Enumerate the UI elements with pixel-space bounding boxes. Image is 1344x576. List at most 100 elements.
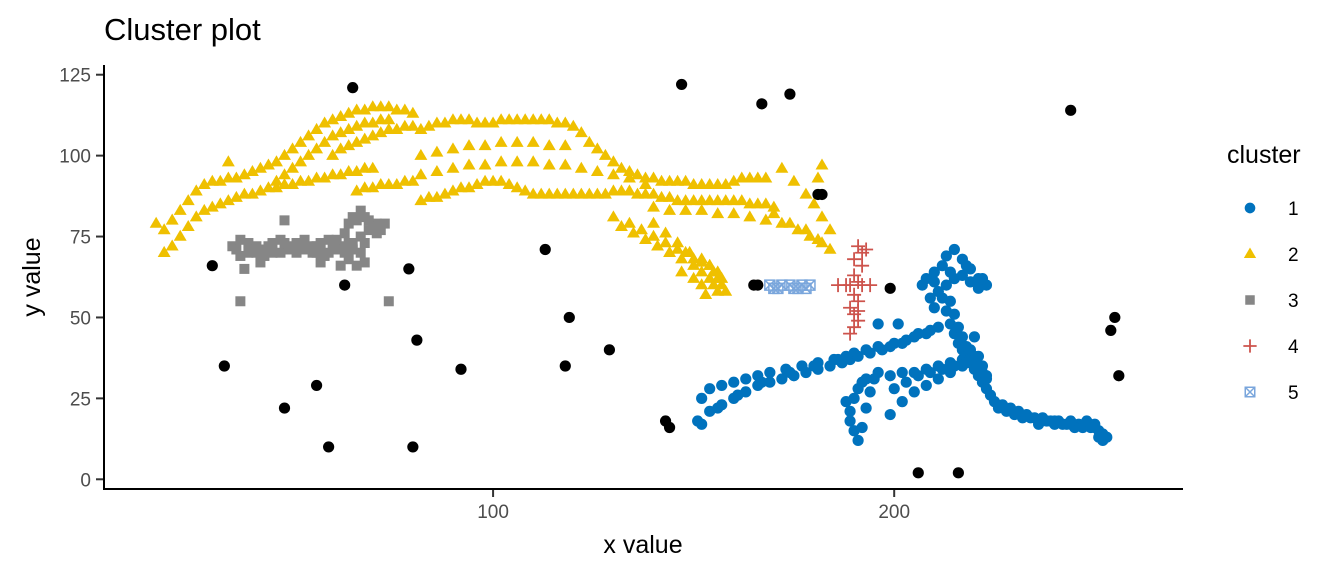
legend-label: 5	[1288, 383, 1299, 404]
cluster-2-point	[261, 158, 275, 170]
cluster-1-point	[908, 366, 920, 379]
legend-item-5: 5	[1244, 383, 1299, 404]
noise-point	[206, 260, 218, 272]
cluster-2-point	[221, 155, 235, 167]
cluster-2-point	[334, 168, 348, 180]
series-3	[227, 205, 394, 307]
noise-point	[407, 441, 419, 453]
cluster-1-point	[972, 350, 985, 362]
cluster-2-point	[647, 200, 660, 212]
legend-key-1	[1244, 202, 1256, 214]
cluster-1-point	[892, 318, 904, 330]
cluster-2-point	[623, 184, 636, 196]
cluster-2-point	[598, 187, 612, 199]
cluster-1-point	[884, 408, 896, 421]
cluster-2-point	[197, 177, 211, 189]
cluster-2-point	[687, 258, 701, 270]
cluster-1-point	[848, 392, 860, 404]
cluster-2-point	[270, 181, 283, 193]
cluster-2-point	[663, 190, 677, 202]
cluster-1-point	[964, 344, 977, 356]
cluster-1-point	[852, 350, 864, 362]
cluster-3-point	[279, 215, 290, 226]
cluster-3-point	[319, 250, 330, 261]
cluster-2-point	[366, 181, 380, 193]
cluster-1-point	[944, 295, 956, 307]
cluster-2-point	[326, 129, 340, 141]
cluster-1-point	[856, 421, 868, 434]
cluster-2-point	[711, 284, 725, 296]
cluster-2-point	[659, 236, 673, 248]
cluster-1-point	[920, 363, 932, 375]
legend-label: 2	[1288, 245, 1299, 266]
cluster-3-point	[355, 247, 366, 258]
cluster-2-point	[173, 203, 187, 215]
cluster-2-point	[205, 200, 219, 212]
cluster-2-point	[623, 165, 636, 177]
y-tick-label: 0	[80, 470, 91, 491]
cluster-1-point	[740, 373, 752, 385]
series-5	[764, 279, 816, 295]
cluster-2-point	[699, 288, 713, 300]
cluster-1-point	[888, 337, 900, 349]
cluster-3-point	[367, 221, 378, 232]
cluster-2-point	[675, 265, 689, 277]
legend-item-2: 2	[1243, 245, 1299, 266]
cluster-3-point	[235, 250, 246, 261]
cluster-2-point	[735, 194, 749, 206]
cluster-2-point	[518, 184, 532, 196]
cluster-2-point	[189, 184, 203, 196]
cluster-1-point	[924, 324, 936, 337]
cluster-1-point	[716, 379, 728, 392]
cluster-2-point	[542, 158, 556, 170]
cluster-2-point	[639, 232, 652, 244]
y-tick-label: 125	[59, 66, 91, 87]
cluster-3-point	[335, 260, 346, 271]
cluster-1-point	[1065, 415, 1077, 427]
cluster-1-point	[808, 360, 820, 372]
cluster-1-point	[896, 366, 908, 379]
cluster-2-point	[470, 177, 484, 189]
cluster-2-point	[675, 252, 689, 264]
cluster-2-point	[350, 165, 364, 177]
cluster-2-point	[783, 216, 797, 228]
cluster-1-point	[900, 376, 912, 388]
cluster-1-point	[916, 279, 928, 291]
cluster-1-point	[776, 373, 788, 385]
noise-point	[563, 311, 575, 324]
cluster-2-point	[486, 116, 500, 128]
cluster-2-point	[787, 174, 801, 186]
cluster-2-point	[647, 229, 660, 241]
cluster-4-point	[843, 326, 858, 341]
cluster-3-point	[339, 228, 350, 239]
noise-point	[559, 360, 571, 372]
cluster-2-point	[574, 126, 588, 138]
cluster-3-point	[355, 231, 366, 242]
cluster-2-point	[719, 177, 733, 189]
cluster-2-point	[438, 187, 452, 199]
legend-key-2	[1243, 247, 1257, 259]
noise-point	[539, 243, 551, 256]
cluster-2-point	[614, 220, 628, 232]
legend-item-4: 4	[1243, 337, 1299, 358]
cluster-3-point	[259, 250, 270, 261]
cluster-2-point	[326, 113, 340, 125]
cluster-1-point	[864, 347, 876, 359]
cluster-2-point	[430, 145, 444, 157]
cluster-2-point	[671, 236, 685, 248]
noise-point	[1109, 311, 1121, 324]
cluster-2-point	[775, 161, 789, 173]
cluster-2-point	[438, 116, 452, 128]
cluster-1-point	[944, 266, 956, 278]
cluster-3-point	[343, 218, 354, 229]
cluster-2-point	[590, 165, 604, 177]
noise-point	[663, 421, 676, 434]
cluster-2-point	[310, 122, 324, 134]
cluster-2-point	[647, 187, 660, 199]
cluster-2-point	[703, 258, 717, 270]
cluster-2-point	[366, 116, 380, 128]
cluster-1-point	[860, 402, 872, 414]
cluster-2-point	[165, 239, 179, 251]
cluster-2-point	[510, 155, 524, 167]
cluster-2-point	[302, 129, 316, 141]
